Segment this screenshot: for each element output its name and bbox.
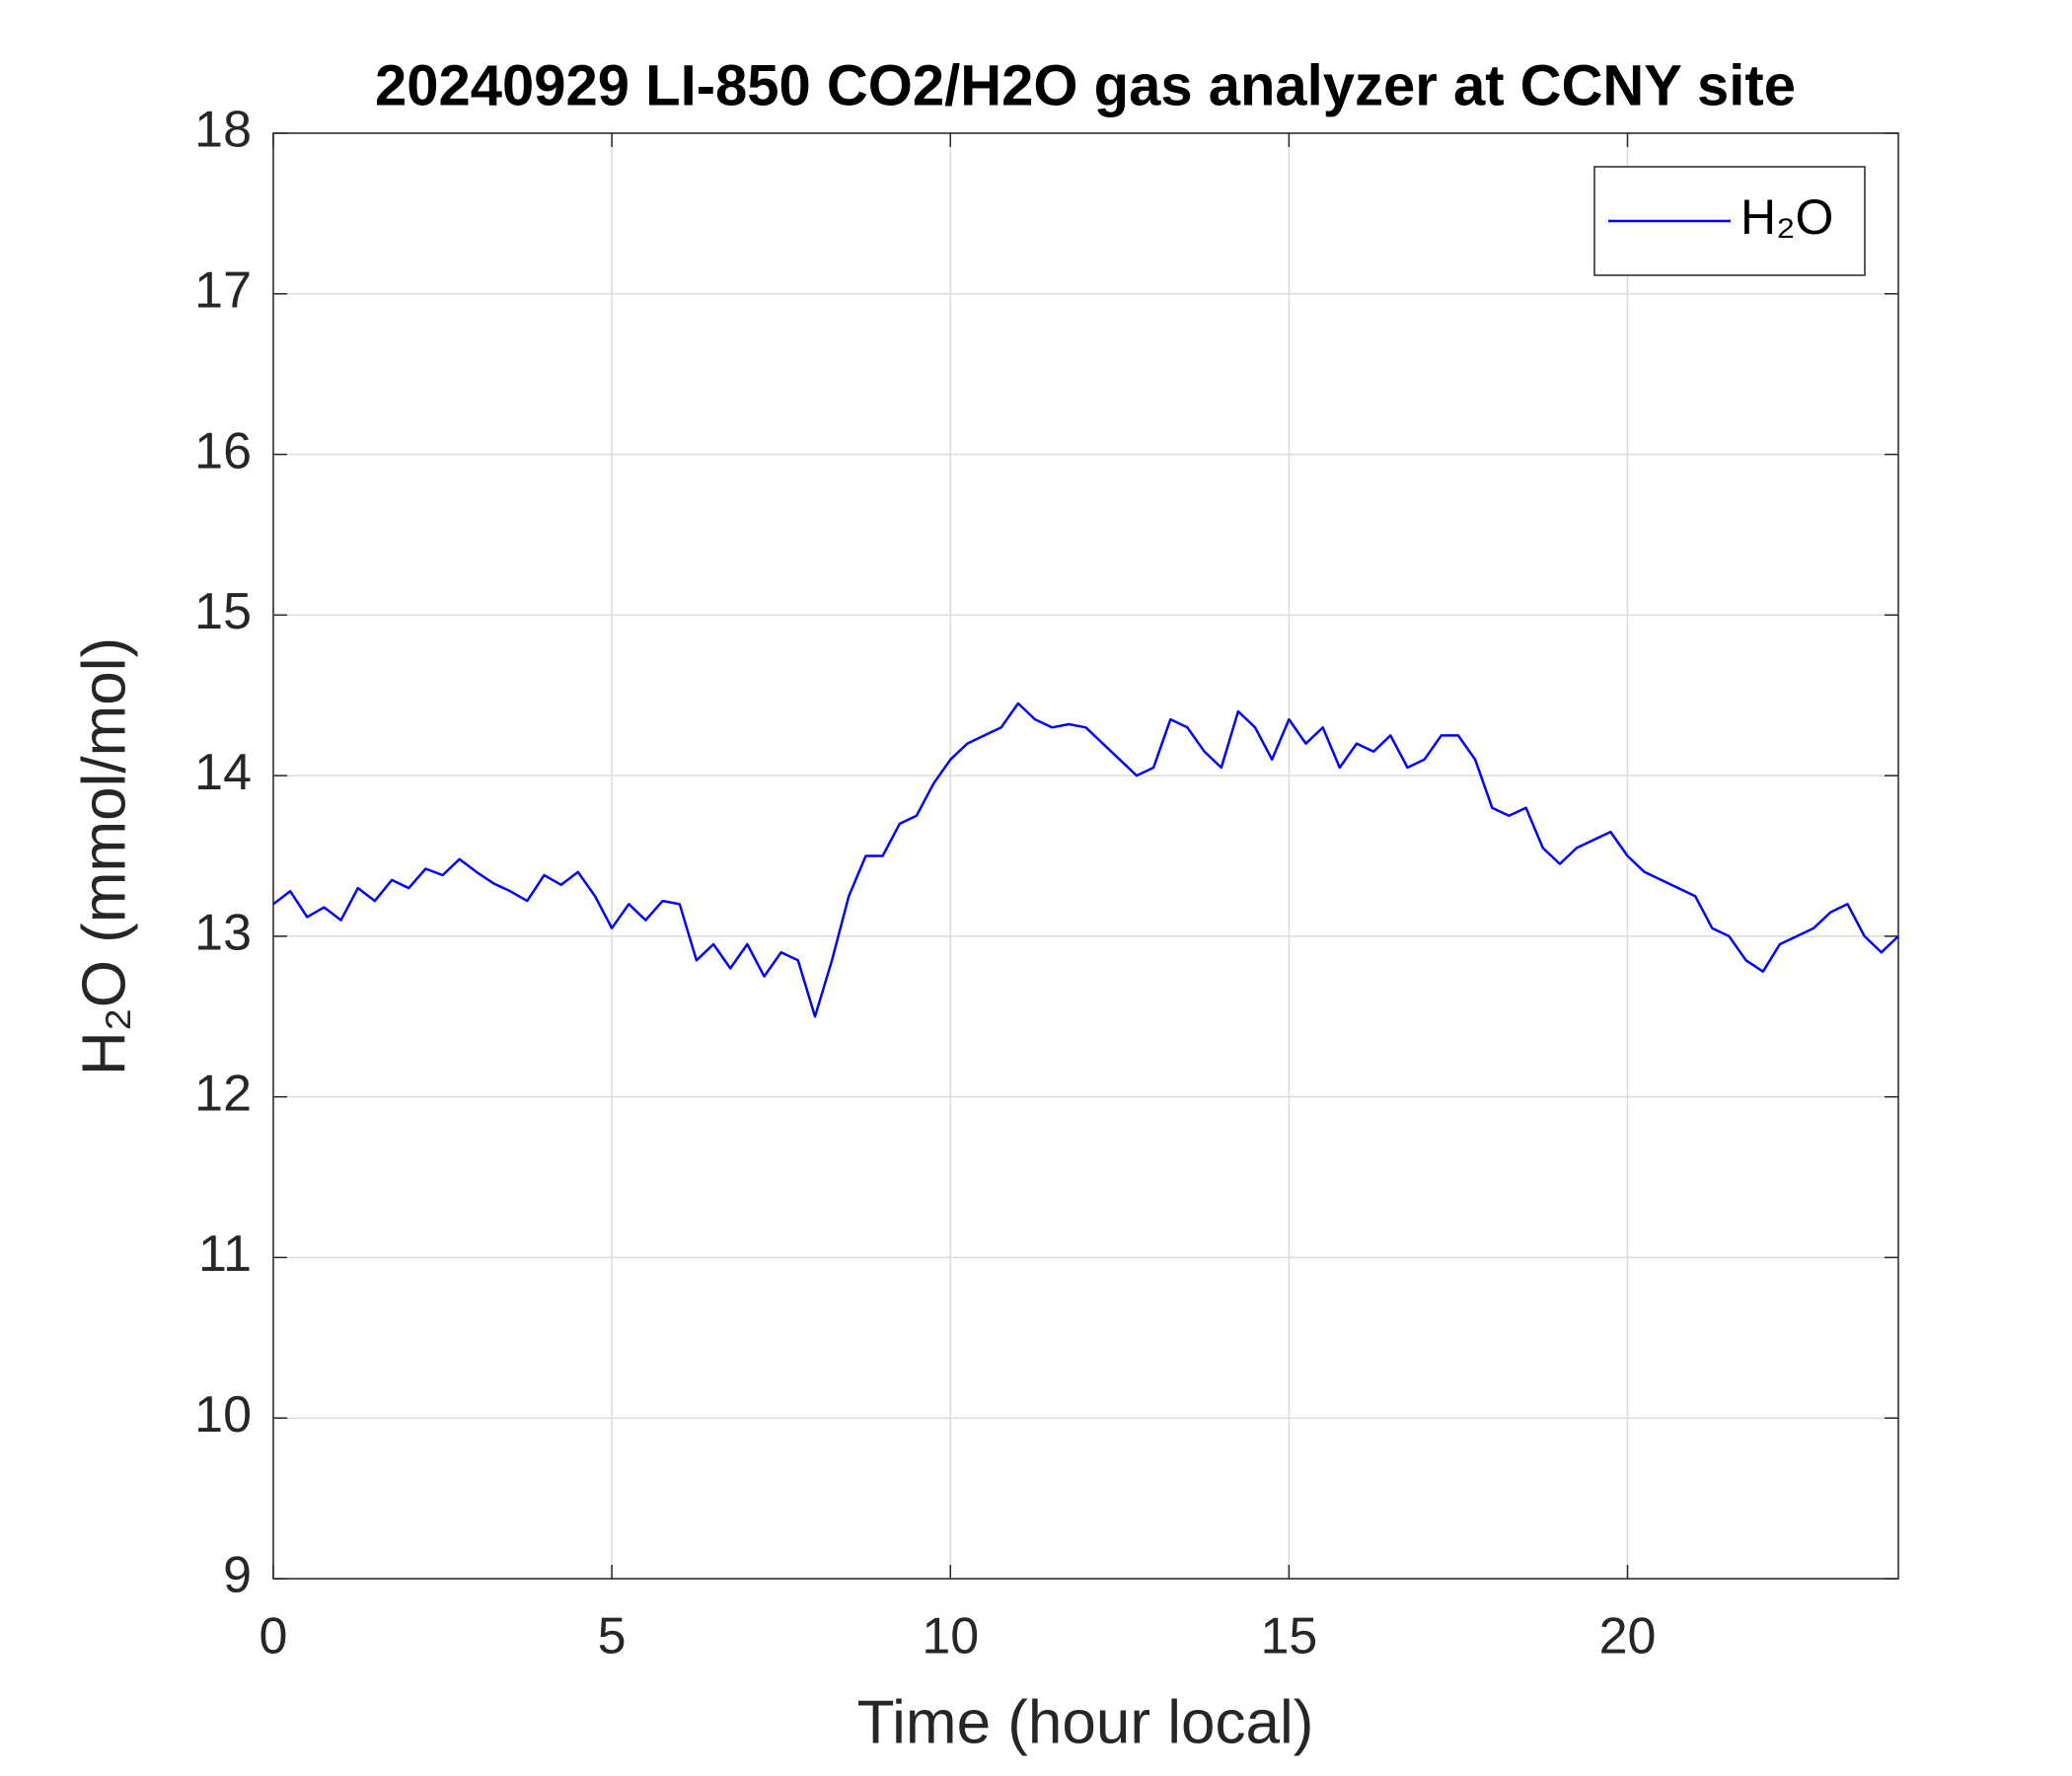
- y-tick-label: 12: [194, 1065, 252, 1122]
- x-tick-label: 20: [1599, 1608, 1657, 1665]
- plot-frame: [272, 132, 1899, 1580]
- y-tick-label: 13: [194, 905, 252, 962]
- data-line: [272, 702, 1899, 1018]
- x-tick-label: 0: [259, 1608, 288, 1665]
- y-tick-label: 11: [198, 1225, 252, 1283]
- y-tick-label: 15: [194, 583, 252, 640]
- y-tick-label: 14: [194, 744, 252, 801]
- legend-label: H₂O: [1740, 189, 1833, 245]
- x-axis-label: Time (hour local): [857, 1688, 1314, 1756]
- y-axis-label: H₂O (mmol/mol): [70, 637, 138, 1075]
- x-tick-label: 5: [598, 1608, 627, 1665]
- y-tick-label: 18: [194, 102, 252, 159]
- chart-title: 20240929 LI-850 CO2/H2O gas analyzer at …: [375, 53, 1796, 117]
- y-tick-label: 9: [223, 1547, 252, 1604]
- y-tick-label: 16: [194, 422, 252, 480]
- x-tick-label: 10: [922, 1608, 979, 1665]
- x-tick-label: 15: [1260, 1608, 1317, 1665]
- y-tick-label: 17: [194, 262, 252, 320]
- y-tick-label: 10: [194, 1386, 252, 1443]
